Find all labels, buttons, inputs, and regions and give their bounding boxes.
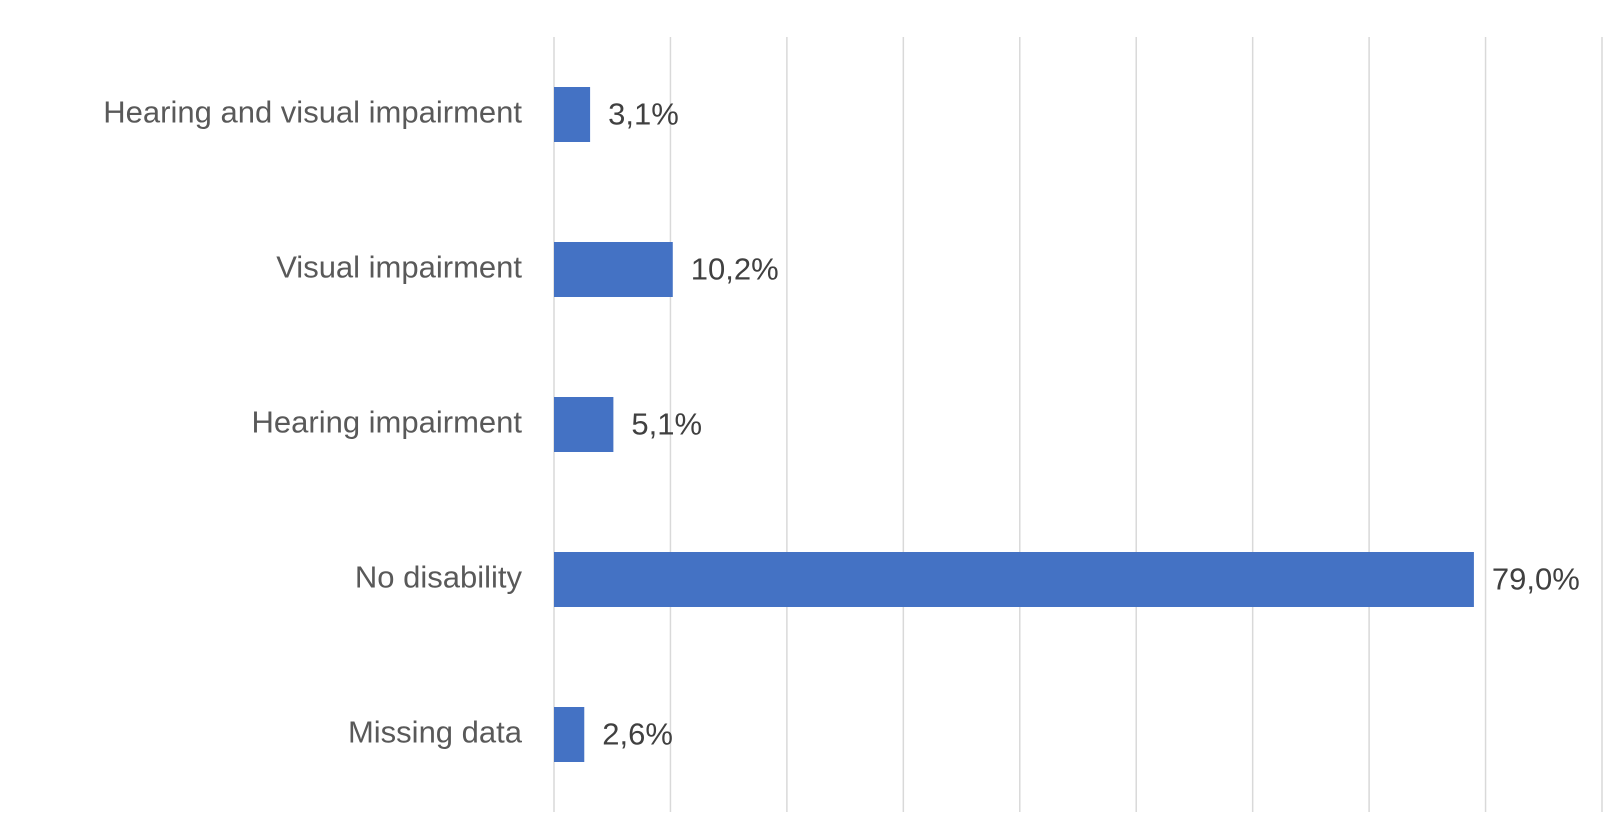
y-tick-label: Hearing impairment <box>252 405 523 440</box>
data-label: 10,2% <box>691 252 779 287</box>
data-label: 3,1% <box>608 97 679 132</box>
y-tick-label: Missing data <box>348 715 523 750</box>
y-tick-label: Hearing and visual impairment <box>103 95 522 130</box>
bar <box>554 552 1474 607</box>
y-tick-label: Visual impairment <box>276 250 522 285</box>
bar <box>554 87 591 142</box>
data-label: 2,6% <box>602 717 673 752</box>
data-label: 79,0% <box>1492 562 1580 597</box>
bar <box>554 242 673 297</box>
bar <box>554 707 585 762</box>
bar <box>554 397 614 452</box>
y-tick-label: No disability <box>355 560 523 595</box>
data-label: 5,1% <box>631 407 702 442</box>
